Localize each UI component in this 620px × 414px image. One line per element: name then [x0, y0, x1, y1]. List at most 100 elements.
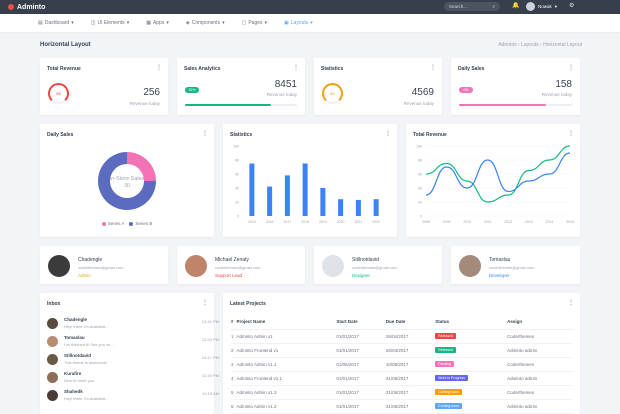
more-icon[interactable]: ⋮: [568, 300, 574, 306]
nav-item-layouts[interactable]: ▣ Layouts ▾: [284, 20, 313, 26]
table-row[interactable]: 1 Adminto Admin v1 01/01/2017 26/04/2017…: [231, 329, 573, 344]
gear-icon[interactable]: ⚙: [569, 3, 575, 9]
y-tick-label: 80: [418, 159, 422, 163]
progress-ring: 80: [322, 83, 343, 104]
project-name: Adminto Admin v1.1: [236, 357, 337, 372]
table-row[interactable]: 6 Adminto Admin v1.3 01/01/2017 31/05/20…: [231, 399, 573, 414]
column-header: Status: [435, 315, 508, 330]
stat-subtitle: Revenue today: [129, 101, 160, 106]
contact-card[interactable]: Michael Zenaty coderthemes@gmail.com Sup…: [177, 246, 305, 284]
due-date: 26/04/2017: [385, 343, 436, 358]
nav-item-pages[interactable]: ▢ Pages ▾: [242, 20, 267, 26]
row-id: 1: [231, 329, 237, 344]
nav-label: Dashboard: [44, 20, 70, 26]
trend-badge: 0%: [459, 87, 473, 93]
column-header: #: [231, 315, 237, 330]
series-line: [425, 152, 571, 196]
bar[interactable]: [373, 199, 379, 216]
bar[interactable]: [302, 163, 308, 217]
more-icon[interactable]: ⋮: [568, 131, 574, 137]
message-preview: This theme is awesome!: [64, 360, 108, 365]
inbox-item[interactable]: Tomaslau I've finished it! See you so...…: [47, 335, 219, 353]
donut-center-value: 30: [124, 183, 130, 189]
x-tick-label: 2009: [443, 220, 451, 224]
column-header: Project Name: [236, 315, 337, 330]
contact-card[interactable]: Chadengle coderthemes@gmail.com Admin: [40, 246, 168, 284]
breadcrumb-item: Horizontal Layout: [543, 42, 582, 48]
table-row[interactable]: 5 Adminto Admin v1.3 01/01/2017 31/05/20…: [231, 385, 573, 400]
legend-item[interactable]: Series B: [129, 221, 152, 226]
inbox-item[interactable]: Stillnotdavid This theme is awesome! 13:…: [47, 353, 219, 371]
components-icon: ◈: [185, 20, 190, 26]
contact-card[interactable]: Stillnotdavid coderthemes@gmail.com Desi…: [314, 246, 442, 284]
table-row[interactable]: 2 Adminto Frontend v1 01/01/2017 26/04/2…: [231, 343, 573, 358]
bar[interactable]: [284, 175, 290, 216]
avatar: [459, 255, 481, 277]
bell-icon[interactable]: 🔔: [512, 3, 520, 9]
column-header: Assign: [507, 315, 573, 330]
x-tick-label: 2012: [504, 220, 512, 224]
donut-slice[interactable]: [98, 152, 156, 210]
inbox-item[interactable]: Shahedk Hey! there I'm available... 10:1…: [47, 389, 219, 407]
more-icon[interactable]: ⋮: [430, 65, 436, 71]
assignee: Coderthemes: [507, 329, 573, 344]
breadcrumb-item[interactable]: Layouts: [521, 42, 539, 48]
contact-role: Admin: [78, 273, 91, 278]
bar[interactable]: [338, 199, 344, 216]
search-input[interactable]: Search... ⌕: [444, 2, 500, 11]
table-row[interactable]: 4 Adminto Frontend v1.1 01/01/2017 31/05…: [231, 371, 573, 386]
card-title: Total Revenue: [47, 66, 81, 72]
series-line: [425, 145, 571, 203]
nav-label: Components: [191, 20, 221, 26]
nav-item-dashboard[interactable]: ▤ Dashboard ▾: [38, 20, 74, 26]
breadcrumb-item[interactable]: Adminto: [498, 42, 517, 48]
y-tick-label: 100: [416, 145, 422, 149]
bar[interactable]: [249, 163, 255, 217]
nav-item-ui-elements[interactable]: ◫ UI Elements ▾: [91, 20, 129, 26]
more-icon[interactable]: ⋮: [568, 65, 574, 71]
layers-icon: ◫: [90, 20, 96, 26]
card-title: Total Revenue: [413, 132, 447, 138]
chevron-down-icon: ▾: [126, 20, 130, 26]
sender-name: Kurafire: [64, 371, 82, 376]
avatar: [47, 354, 58, 365]
more-icon[interactable]: ⋮: [293, 65, 299, 71]
avatar: [47, 390, 58, 401]
inbox-item[interactable]: Chadengle Hey! there I'm available... 13…: [47, 317, 219, 335]
more-icon[interactable]: ⋮: [156, 65, 162, 71]
contact-role: Designer: [352, 273, 371, 278]
user-name: Nowak: [538, 4, 552, 9]
contact-name: Chadengle: [78, 257, 103, 263]
inbox-item[interactable]: Kurafire Nice to meet you 12:20 PM: [47, 371, 219, 389]
x-tick-label: 2021: [354, 220, 362, 224]
more-icon[interactable]: ⋮: [385, 131, 391, 137]
user-menu[interactable]: Nowak ▾: [526, 2, 557, 11]
status-badge: Released: [435, 333, 457, 339]
status-badge: Coming soon: [435, 403, 462, 409]
stat-card-sales-analytics: Sales Analytics ⋮ 32% 8451 Revenue today: [177, 58, 305, 115]
assignee: Adminto admin: [507, 343, 573, 358]
more-icon[interactable]: ⋮: [202, 300, 208, 306]
more-icon[interactable]: ⋮: [202, 131, 208, 137]
bar[interactable]: [355, 199, 361, 216]
contact-email: coderthemes@gmail.com: [78, 265, 124, 270]
bar[interactable]: [320, 188, 326, 216]
avatar: [47, 318, 58, 329]
stat-value: 158: [555, 79, 572, 90]
nav-item-components[interactable]: ◈ Components ▾: [186, 20, 225, 26]
brand-logo[interactable]: Adminto: [8, 4, 45, 11]
nav-item-apps[interactable]: ▦ Apps ▾: [146, 20, 169, 26]
donut-slice[interactable]: [127, 152, 156, 181]
donut-center-label: In-Store Sales: [110, 176, 145, 182]
bar[interactable]: [267, 186, 273, 216]
legend-item[interactable]: Series A: [101, 221, 124, 226]
bar-chart: 0 20 40 60 80 100 2015 2016 2017 2018 2019 2020 2021…: [233, 145, 380, 225]
stat-card-statistics: Statistics ⋮ 80 4569 Revenue today: [314, 58, 442, 115]
table-row[interactable]: 3 Adminto Admin v1.1 01/05/2017 10/05/20…: [231, 357, 573, 372]
latest-projects-card: Latest Projects ⋮ # Project Name Start Date…: [223, 293, 580, 414]
nav-label: UI Elements: [97, 20, 125, 26]
contact-name: Tomaslau: [489, 257, 511, 263]
assignee: Coderthemes: [507, 385, 573, 400]
contact-card[interactable]: Tomaslau coderthemes@gmail.com Developer: [451, 246, 580, 284]
start-date: 01/01/2017: [336, 399, 386, 414]
